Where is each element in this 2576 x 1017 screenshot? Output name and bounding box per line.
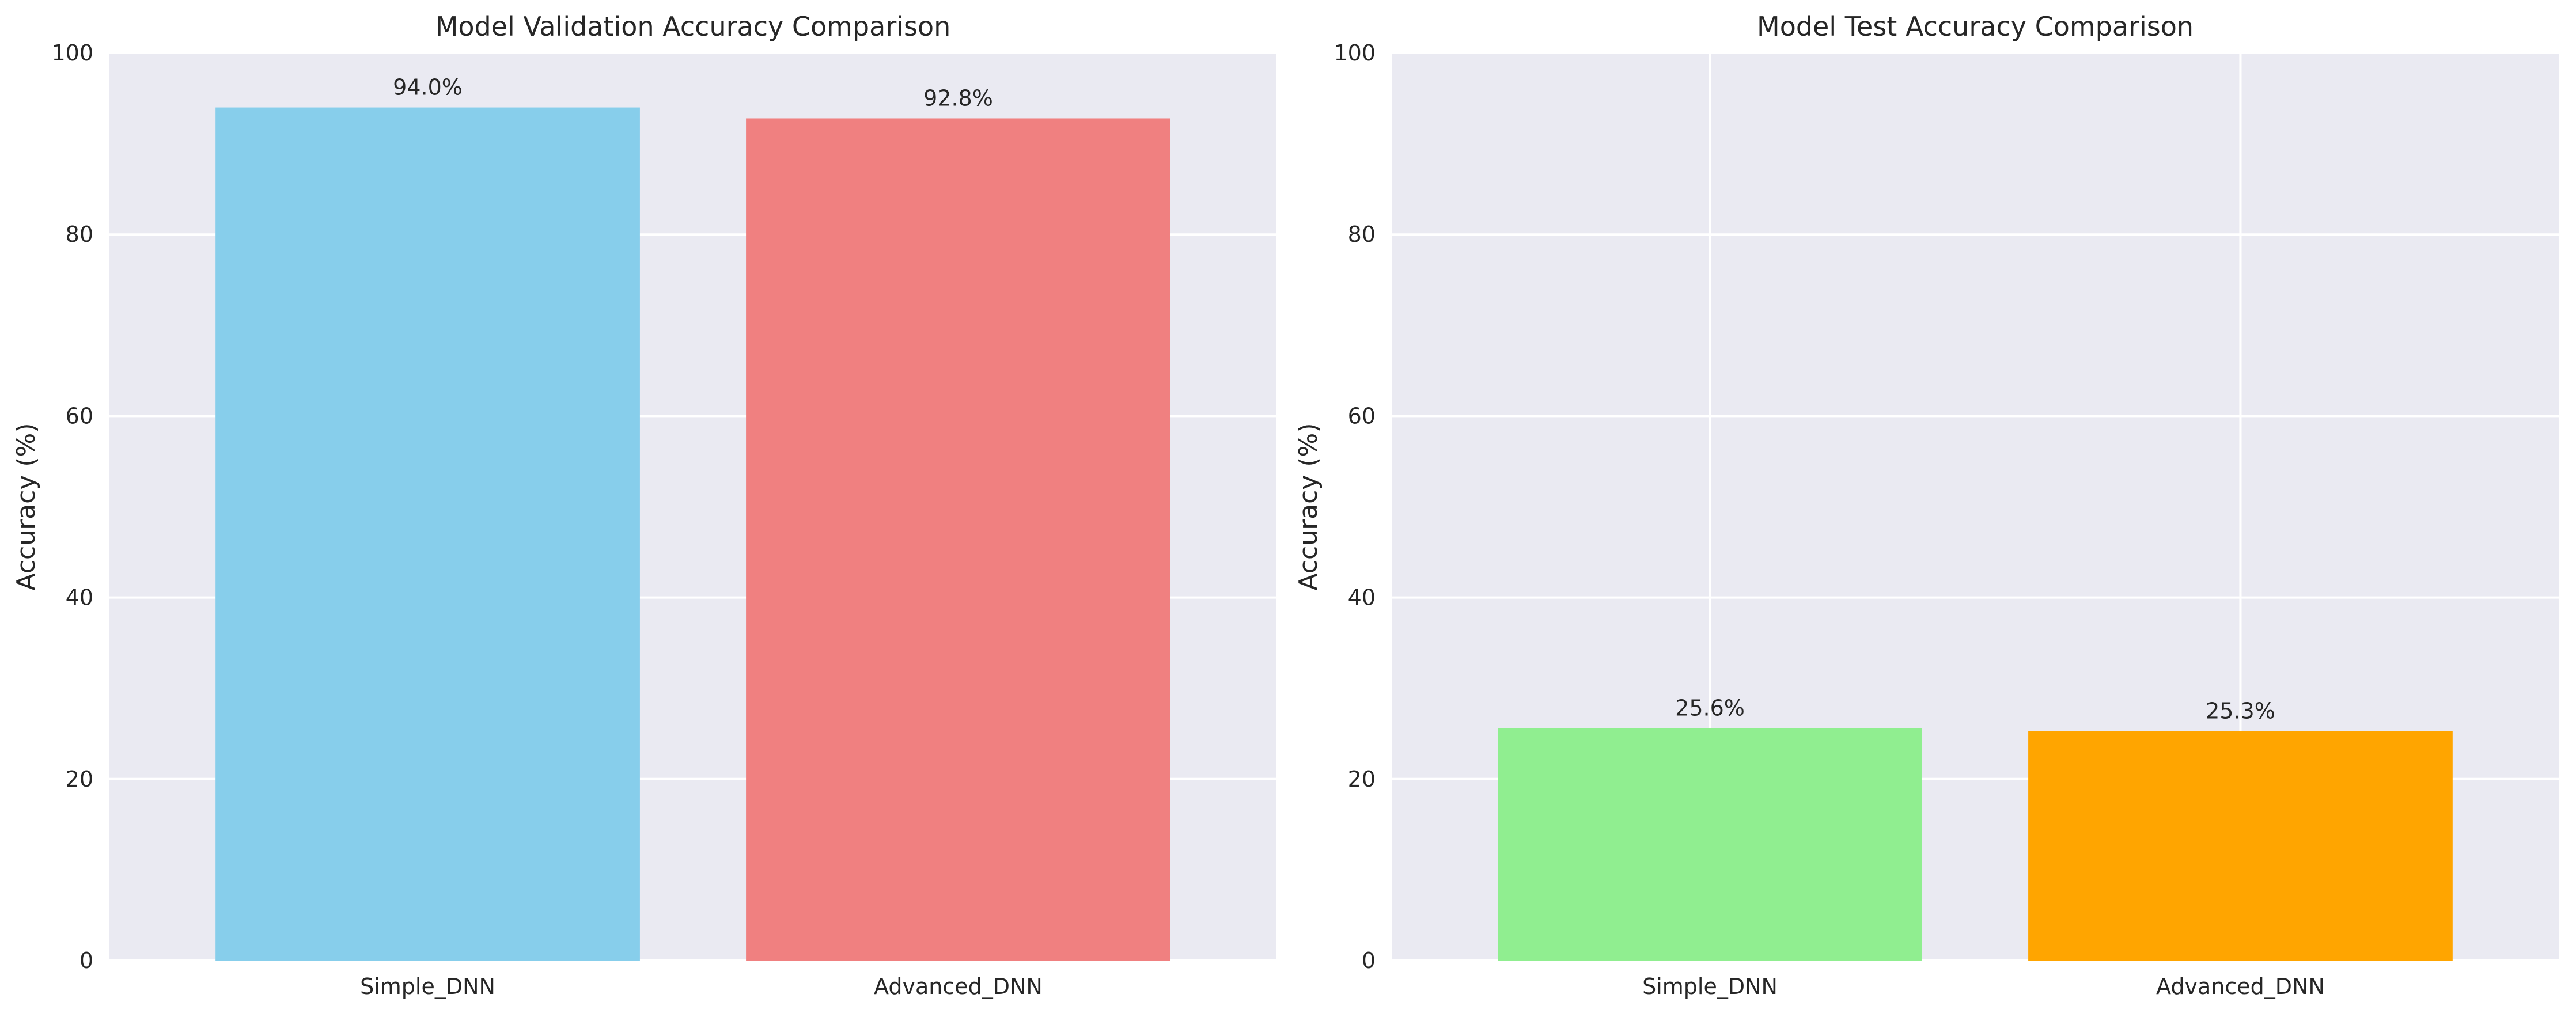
y-tick-label: 20 bbox=[66, 766, 93, 792]
y-tick-label: 40 bbox=[1348, 585, 1376, 610]
chart-title: Model Validation Accuracy Comparison bbox=[435, 11, 951, 42]
y-axis-label: Accuracy (%) bbox=[12, 423, 41, 590]
x-tick-label: Advanced_DNN bbox=[2156, 974, 2325, 999]
y-tick-label: 0 bbox=[1362, 948, 1376, 973]
y-tick-label: 40 bbox=[66, 585, 93, 610]
y-tick-label: 100 bbox=[51, 40, 93, 66]
y-tick-label: 60 bbox=[1348, 403, 1376, 428]
bar-value-label: 25.3% bbox=[2206, 698, 2275, 723]
x-tick-label: Simple_DNN bbox=[360, 974, 495, 999]
y-axis-label: Accuracy (%) bbox=[1294, 423, 1323, 590]
bar-simple-dnn bbox=[215, 107, 640, 961]
y-tick-label: 100 bbox=[1334, 40, 1376, 66]
x-tick-label: Advanced_DNN bbox=[874, 974, 1043, 999]
y-tick-label: 60 bbox=[66, 403, 93, 428]
bar-advanced-dnn bbox=[2028, 731, 2453, 961]
chart-title: Model Test Accuracy Comparison bbox=[1757, 11, 2194, 42]
bar-simple-dnn bbox=[1498, 728, 1922, 961]
bar-value-label: 92.8% bbox=[923, 85, 993, 111]
bar-value-label: 94.0% bbox=[393, 75, 463, 100]
test-accuracy-chart: 0 20 40 60 80 100 25.6% Simple_DNN 25.3% Advanced… bbox=[1294, 11, 2559, 999]
validation-accuracy-chart: 0 20 40 60 80 100 94.0% Simple_DNN 92.8% Advanced… bbox=[12, 11, 1276, 999]
y-tick-label: 80 bbox=[66, 222, 93, 247]
bar-advanced-dnn bbox=[746, 118, 1170, 961]
y-tick-label: 80 bbox=[1348, 222, 1376, 247]
y-tick-label: 0 bbox=[79, 948, 93, 973]
bar-value-label: 25.6% bbox=[1675, 696, 1745, 721]
y-tick-label: 20 bbox=[1348, 766, 1376, 792]
x-tick-label: Simple_DNN bbox=[1642, 974, 1778, 999]
